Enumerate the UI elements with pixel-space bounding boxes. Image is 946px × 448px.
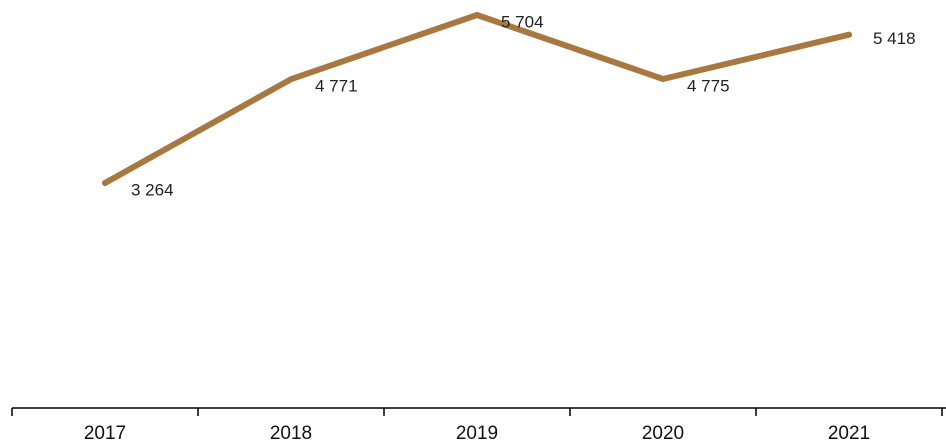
series-line-layer [102,12,852,186]
data-point-2020 [660,75,666,82]
x-tick-label-2018: 2018 [270,423,312,444]
x-tick-label-2020: 2020 [642,423,684,444]
data-point-2019 [474,12,480,18]
data-label-2020: 4 775 [687,76,730,95]
data-label-2019: 5 704 [501,12,544,31]
data-label-2017: 3 264 [131,180,174,199]
series-line [102,12,852,186]
x-tick-label-2019: 2019 [456,423,498,444]
x-tick-label-2017: 2017 [84,423,126,444]
data-point-2017 [102,180,108,186]
data-point-2018 [288,76,294,83]
x-tick-label-2021: 2021 [828,423,870,444]
data-label-2018: 4 771 [315,77,358,96]
data-point-2021 [846,31,852,38]
data-label-layer: 3 264 4 771 5 704 4 775 5 418 [131,12,916,199]
data-label-2021: 5 418 [873,29,916,48]
x-axis: 2017 2018 2019 2020 2021 [11,407,946,444]
